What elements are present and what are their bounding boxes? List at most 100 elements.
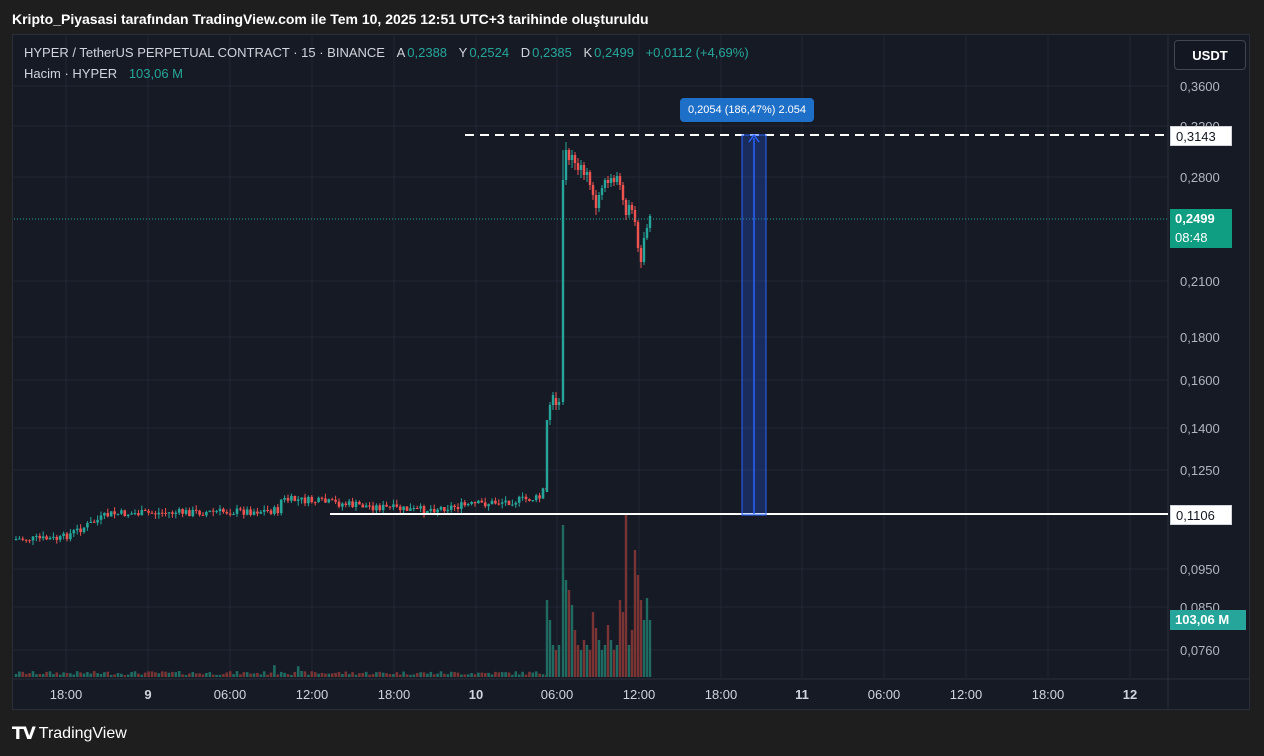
candle-body [24, 539, 28, 541]
volume-bar [123, 674, 127, 677]
volume-bar [150, 671, 154, 677]
candle-body [157, 512, 161, 515]
volume-bar [368, 674, 371, 677]
candle-body [405, 506, 409, 511]
candle-body [453, 505, 456, 508]
volume-bar [385, 673, 388, 677]
chart-pane[interactable] [12, 34, 1250, 710]
volume-bar [171, 671, 174, 677]
low-label: D [520, 45, 531, 60]
volume-bar [120, 673, 123, 677]
candle-body [75, 528, 79, 531]
volume-bar [449, 671, 453, 677]
volume-bar [648, 620, 652, 677]
volume-bar [473, 674, 477, 677]
volume-bar [279, 671, 283, 677]
candle-body [249, 509, 252, 515]
lower-line-price-tag: 0,1106 [1170, 505, 1232, 525]
candle-body [286, 497, 290, 501]
candle-body [633, 210, 637, 222]
candle-body [554, 398, 558, 405]
close-value: 0,2499 [594, 45, 634, 60]
bar-countdown: 08:48 [1170, 228, 1232, 248]
volume-bar [21, 671, 25, 677]
volume-bar [507, 672, 511, 677]
price-tick-label: 0,1400 [1180, 421, 1220, 436]
candle-body [164, 512, 167, 514]
volume-bar [249, 673, 252, 677]
candle-body [327, 499, 331, 503]
tradingview-logo[interactable]: 𝗧𝗩 TradingView [12, 724, 127, 744]
volume-bar [381, 672, 385, 677]
candle-body [354, 501, 358, 507]
symbol-title[interactable]: HYPER / TetherUS PERPETUAL CONTRACT · 15… [24, 45, 385, 60]
volume-bar [531, 672, 535, 677]
candle-body [347, 501, 351, 506]
candle-body [582, 165, 586, 175]
candle-body [585, 172, 589, 175]
volume-bar [528, 671, 531, 677]
candle-body [588, 172, 592, 185]
time-tick-label: 9 [144, 687, 151, 702]
candle-body [133, 513, 137, 515]
candle-body [460, 502, 463, 509]
volume-bar [494, 671, 497, 677]
chart-caption: Kripto_Piyasasi tarafından TradingView.c… [12, 11, 649, 27]
volume-bar [422, 672, 426, 677]
volume-bar [591, 612, 595, 677]
volume-bar [313, 672, 317, 677]
candle-body [368, 505, 371, 507]
volume-bar [113, 674, 116, 677]
volume-bar [208, 672, 212, 677]
candle-body [154, 513, 157, 515]
volume-bar [296, 666, 300, 677]
volume-bar [52, 674, 55, 677]
volume-bar [344, 671, 348, 677]
volume-bar [154, 672, 157, 677]
symbol-legend[interactable]: HYPER / TetherUS PERPETUAL CONTRACT · 15… [24, 45, 751, 60]
volume-bar [361, 673, 365, 677]
candle-body [517, 496, 521, 503]
candle-body [58, 535, 62, 540]
candle-body [600, 188, 604, 195]
volume-bar [228, 671, 232, 677]
candle-body [636, 222, 640, 248]
volume-bar [463, 674, 467, 677]
volume-bar [402, 671, 405, 677]
volume-bar [545, 600, 549, 677]
candle-body [439, 507, 443, 510]
volume-bar [252, 673, 256, 677]
candle-body [470, 502, 473, 505]
candle-body [188, 510, 191, 517]
candle-body [630, 205, 634, 210]
volume-bar [41, 674, 45, 677]
tradingview-logo-mark: 𝗧𝗩 [12, 724, 36, 743]
time-tick-label: 18:00 [705, 687, 738, 702]
volume-bar [618, 600, 622, 677]
currency-button[interactable]: USDT [1174, 40, 1246, 70]
open-value: 0,2388 [407, 45, 448, 60]
candle-body [392, 504, 395, 508]
volume-bar [354, 674, 358, 677]
volume-bar [283, 672, 286, 677]
volume-bar [191, 672, 195, 677]
volume-bar [642, 620, 646, 677]
volume-bar [375, 672, 378, 677]
candle-body [361, 504, 365, 508]
candle-body [385, 504, 388, 507]
candle-body [436, 509, 439, 513]
candle-body [256, 511, 259, 514]
volume-bar [55, 672, 59, 677]
candle-body [55, 536, 59, 540]
volume-bar [606, 625, 610, 677]
candle-body [242, 509, 246, 515]
candle-body [177, 509, 181, 513]
candle-body [497, 503, 501, 505]
candle-body [473, 502, 477, 504]
candle-body [534, 495, 538, 501]
volume-legend[interactable]: Hacim · HYPER 103,06 M [24, 66, 185, 81]
time-tick-label: 06:00 [214, 687, 247, 702]
volume-bar [164, 671, 167, 677]
candle-body [225, 512, 229, 514]
